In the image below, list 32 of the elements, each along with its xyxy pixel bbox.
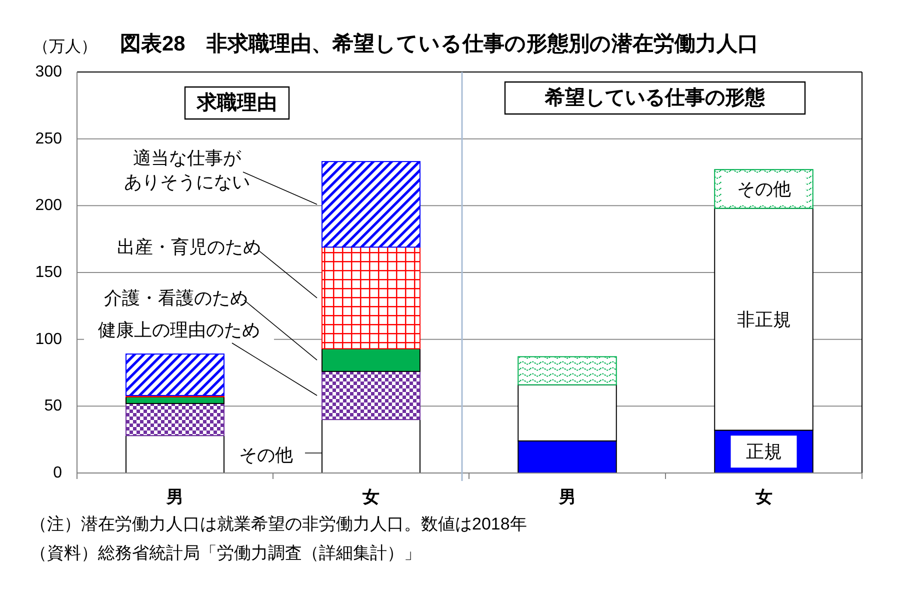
y-tick-label: 150 [35, 264, 62, 281]
y-tick-label: 250 [35, 130, 62, 148]
text: （資料）総務省統計局「労働力調査（詳細集計）」 [30, 544, 421, 562]
text: 出産・育児のため [117, 237, 261, 257]
text: 求職理由 [196, 91, 277, 114]
text: 希望している仕事の形態 [544, 86, 766, 109]
chart-title: 図表28 非求職理由、希望している仕事の形態別の潜在労働力人口 [120, 32, 758, 56]
bar [126, 354, 224, 396]
x-tick-label: 男 [558, 488, 576, 506]
text: 適当な仕事がありそうにない [124, 148, 250, 192]
bar [518, 356, 617, 386]
x-tick-label: 女 [754, 488, 772, 506]
y-tick-label: 100 [35, 330, 62, 348]
bar [322, 348, 420, 372]
y-tick-label: 50 [44, 398, 62, 415]
bar [322, 246, 420, 350]
text: （注）潜在労働力人口は就業希望の非労働力人口。数値は2018年 [30, 514, 527, 534]
x-tick-label: 女 [362, 488, 380, 506]
series-label: 非正規 [736, 309, 791, 330]
x-tick-label: 男 [166, 488, 184, 506]
text: 健康上の理由のため [98, 320, 260, 340]
y-tick-label: 200 [35, 197, 62, 214]
bar [322, 161, 420, 248]
series-label: その他 [736, 178, 791, 199]
text: 介護・看護のため [104, 288, 248, 308]
series-label: 正規 [746, 442, 782, 462]
y-axis-title: （万人） [33, 38, 97, 56]
bar [322, 370, 420, 420]
y-tick-label: 0 [53, 464, 62, 482]
bar [126, 402, 224, 436]
legend-label: その他 [239, 445, 293, 465]
y-tick-label: 300 [35, 64, 62, 80]
